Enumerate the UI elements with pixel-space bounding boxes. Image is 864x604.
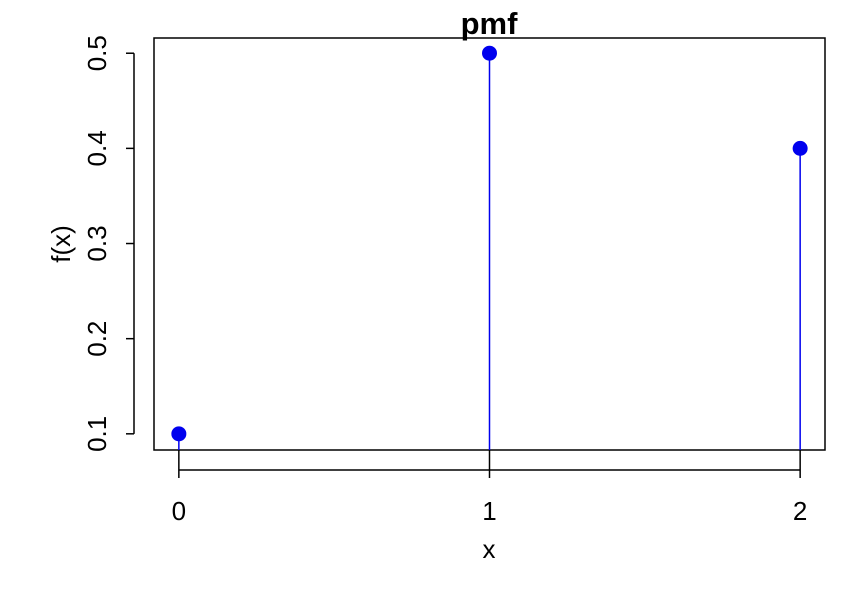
y-tick-label: 0.2 xyxy=(82,321,112,357)
y-axis: 0.1 0.2 0.3 0.4 0.5 xyxy=(82,35,135,452)
chart-title: pmf xyxy=(461,6,519,41)
x-axis: 0 1 2 xyxy=(172,469,807,526)
x-tick-label: 2 xyxy=(793,496,807,526)
y-tick-label: 0.5 xyxy=(82,35,112,71)
y-tick-label: 0.1 xyxy=(82,416,112,452)
data-point xyxy=(171,426,187,442)
x-axis-label: x xyxy=(483,534,496,564)
data-point xyxy=(792,140,808,156)
plot-area xyxy=(153,37,826,470)
data-point xyxy=(482,45,497,61)
x-tick-label: 1 xyxy=(482,496,496,526)
x-tick-label: 0 xyxy=(172,496,186,526)
y-tick-label: 0.3 xyxy=(82,225,112,261)
y-axis-label: f(x) xyxy=(46,225,76,263)
y-tick-label: 0.4 xyxy=(82,130,112,166)
